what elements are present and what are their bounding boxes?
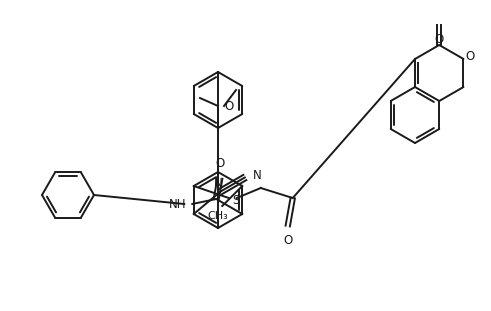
Text: N: N <box>214 177 222 190</box>
Text: O: O <box>465 50 475 63</box>
Text: O: O <box>435 33 444 46</box>
Text: O: O <box>215 157 224 170</box>
Text: NH: NH <box>169 197 186 211</box>
Text: O: O <box>283 234 292 247</box>
Text: CH₃: CH₃ <box>208 211 229 221</box>
Text: O: O <box>224 100 233 113</box>
Text: N: N <box>253 169 262 182</box>
Text: S: S <box>232 193 239 207</box>
